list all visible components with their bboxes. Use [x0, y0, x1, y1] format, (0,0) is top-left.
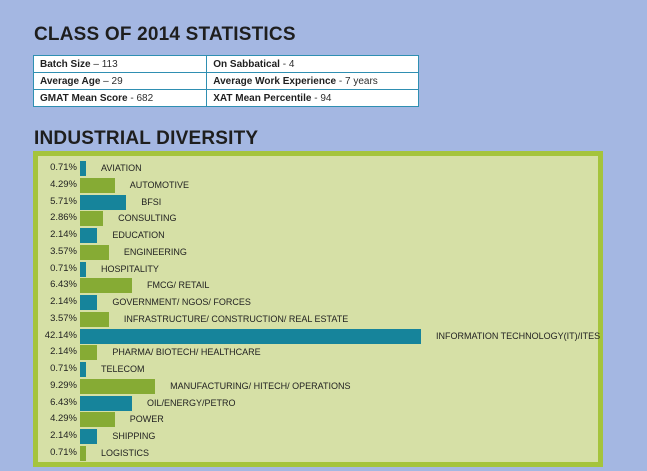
stats-cell: Average Work Experience - 7 years: [206, 72, 419, 90]
stats-label: GMAT Mean Score: [40, 92, 128, 104]
chart-title: INDUSTRIAL DIVERSITY: [34, 128, 259, 149]
bar: [80, 429, 98, 444]
stats-cell: Average Age – 29: [32, 72, 208, 90]
category-label: FMCG/ RETAIL: [147, 280, 210, 291]
category-label: OIL/ENERGY/PETRO: [147, 397, 236, 408]
chart-row: 9.29% MANUFACTURING/ HITECH/ OPERATIONS: [38, 378, 598, 395]
bar-value-label: 5.71%: [50, 195, 77, 207]
bar-value-label: 0.71%: [50, 162, 77, 173]
category-label: GOVERNMENT/ NGOS/ FORCES: [112, 297, 251, 307]
bar-value-label: 0.71%: [50, 446, 77, 458]
bar-value-label: 6.43%: [50, 396, 77, 408]
stats-title: CLASS OF 2014 STATISTICS: [34, 24, 296, 45]
category-label: SHIPPING: [112, 431, 156, 441]
category-label: AUTOMOTIVE: [129, 179, 190, 190]
chart-plot-area: 0.71% AVIATION 4.29% AUTOMOTIVE 5.71% BFSI 2.8…: [38, 156, 601, 462]
chart-row: 6.43% FMCG/ RETAIL: [38, 277, 598, 294]
chart-frame: 0.71% AVIATION 4.29% AUTOMOTIVE 5.71% BFSI 2.8…: [33, 151, 603, 467]
bar: [80, 278, 133, 294]
bar-value-label: 2.14%: [50, 346, 77, 358]
bar: [80, 345, 98, 361]
stats-value: – 113: [90, 58, 118, 70]
bar-value-label: 3.57%: [50, 312, 77, 324]
bar: [80, 261, 86, 277]
bar: [80, 295, 98, 310]
bar-value-label: 3.57%: [50, 245, 77, 257]
category-label: TELECOM: [101, 364, 145, 374]
bar: [80, 244, 109, 260]
bar-value-label: 9.29%: [50, 379, 77, 391]
chart-row: 4.29% POWER: [38, 411, 598, 428]
bar-value-label: 42.14%: [44, 329, 77, 341]
stats-row: GMAT Mean Score - 682 XAT Mean Percentile…: [32, 89, 419, 107]
bar: [80, 395, 133, 411]
stats-cell: Batch Size – 113: [32, 55, 208, 73]
stats-label: Batch Size: [40, 58, 91, 70]
chart-row: 2.14% GOVERNMENT/ NGOS/ FORCES: [38, 294, 598, 311]
bar-value-label: 0.71%: [50, 262, 77, 274]
chart-row: 4.29% AUTOMOTIVE: [38, 177, 598, 194]
bar: [80, 328, 421, 344]
bar: [80, 362, 86, 377]
chart-row: 6.43% OIL/ENERGY/PETRO: [38, 395, 598, 412]
category-label: ENGINEERING: [123, 246, 187, 257]
stats-label: XAT Mean Percentile: [213, 92, 312, 104]
category-label: EDUCATION: [112, 230, 165, 240]
chart-row: 0.71% AVIATION: [38, 160, 598, 177]
chart-row: 2.86% CONSULTING: [38, 210, 598, 227]
bar-value-label: 6.43%: [50, 279, 77, 291]
stats-value: – 29: [100, 75, 123, 87]
category-label: POWER: [129, 414, 164, 425]
stats-cell: GMAT Mean Score - 682: [32, 89, 208, 107]
category-label: HOSPITALITY: [101, 263, 159, 274]
stats-label: On Sabbatical: [213, 58, 280, 70]
bar-value-label: 2.14%: [50, 296, 77, 307]
chart-row: 2.14% EDUCATION: [38, 227, 598, 244]
category-label: AVIATION: [101, 163, 142, 173]
category-label: INFRASTRUCTURE/ CONSTRUCTION/ REAL ESTAT…: [123, 313, 349, 324]
stats-table: Batch Size – 113 On Sabbatical - 4 Average…: [32, 55, 419, 107]
stats-row: Batch Size – 113 On Sabbatical - 4: [32, 55, 419, 73]
bar: [80, 412, 115, 428]
bar: [80, 177, 115, 193]
chart-row: 0.71% HOSPITALITY: [38, 261, 598, 278]
chart-row: 5.71% BFSI: [38, 194, 598, 211]
bar-value-label: 2.14%: [50, 430, 77, 441]
stats-cell: XAT Mean Percentile - 94: [206, 89, 419, 107]
stats-value: - 682: [127, 92, 154, 104]
chart-row: 0.71% TELECOM: [38, 361, 598, 378]
chart-row: 3.57% ENGINEERING: [38, 244, 598, 261]
chart-row: 3.57% INFRASTRUCTURE/ CONSTRUCTION/ REAL …: [38, 311, 598, 328]
bar: [80, 161, 86, 176]
category-label: PHARMA/ BIOTECH/ HEALTHCARE: [112, 347, 261, 358]
stats-label: Average Age: [40, 75, 101, 87]
bar-value-label: 0.71%: [50, 363, 77, 374]
chart-row: 0.71% LOGISTICS: [38, 445, 598, 462]
stats-value: - 7 years: [336, 75, 378, 87]
chart-row: 42.14% INFORMATION TECHNOLOGY(IT)/ITES: [38, 328, 601, 345]
bar: [80, 228, 98, 243]
category-label: CONSULTING: [118, 213, 177, 224]
chart-row: 2.14% SHIPPING: [38, 428, 598, 445]
stats-value: - 4: [279, 58, 295, 70]
bar: [80, 445, 86, 461]
category-label: INFORMATION TECHNOLOGY(IT)/ITES: [436, 330, 601, 341]
bar-value-label: 4.29%: [50, 178, 77, 190]
bar-value-label: 2.86%: [50, 212, 77, 224]
bar: [80, 311, 109, 327]
bar: [80, 378, 156, 394]
category-label: LOGISTICS: [101, 447, 150, 458]
bar: [80, 194, 127, 210]
bar: [80, 211, 104, 227]
stats-value: - 94: [311, 92, 332, 104]
chart-row: 2.14% PHARMA/ BIOTECH/ HEALTHCARE: [38, 344, 598, 361]
category-label: BFSI: [141, 196, 162, 207]
category-label: MANUFACTURING/ HITECH/ OPERATIONS: [170, 380, 351, 391]
stats-cell: On Sabbatical - 4: [206, 55, 419, 73]
stats-row: Average Age – 29 Average Work Experience …: [32, 72, 419, 90]
stats-label: Average Work Experience: [213, 75, 337, 87]
bar-value-label: 2.14%: [50, 229, 77, 240]
bar-value-label: 4.29%: [50, 413, 77, 425]
